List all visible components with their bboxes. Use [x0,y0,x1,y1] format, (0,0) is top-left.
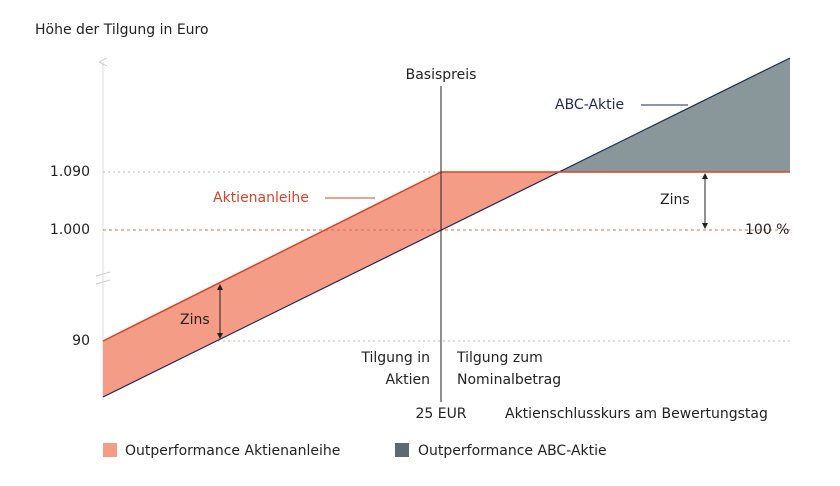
legend-swatch [395,443,409,457]
bond-label: Aktienanleihe [213,190,309,206]
legend-swatch [103,443,117,457]
y-tick-label: 1.090 [50,164,90,180]
axis-break [95,271,111,285]
x-axis-title: Aktienschlusskurs am Bewertungstag [505,406,768,422]
coupon-label: Zins [660,192,690,208]
zone-label: Tilgung in [360,350,430,366]
stock-label: ABC-Aktie [555,97,624,113]
x-strike-label: 25 EUR [415,406,466,422]
legend-label: Outperformance ABC-Aktie [418,443,607,459]
stock-line [102,57,791,398]
zone-label: Tilgung zum [456,350,543,366]
legend-label: Outperformance Aktienanleihe [125,443,340,459]
coupon-label: Zins [180,312,210,328]
zone-label: Aktien [385,372,430,388]
y-tick-label: 1.000 [50,222,90,238]
y-tick-label: 90 [72,333,90,349]
zone-label: Nominalbetrag [457,372,561,388]
par-label: 100 % [745,222,789,238]
y-axis-title: Höhe der Tilgung in Euro [35,22,209,38]
strike-label: Basispreis [406,67,477,83]
